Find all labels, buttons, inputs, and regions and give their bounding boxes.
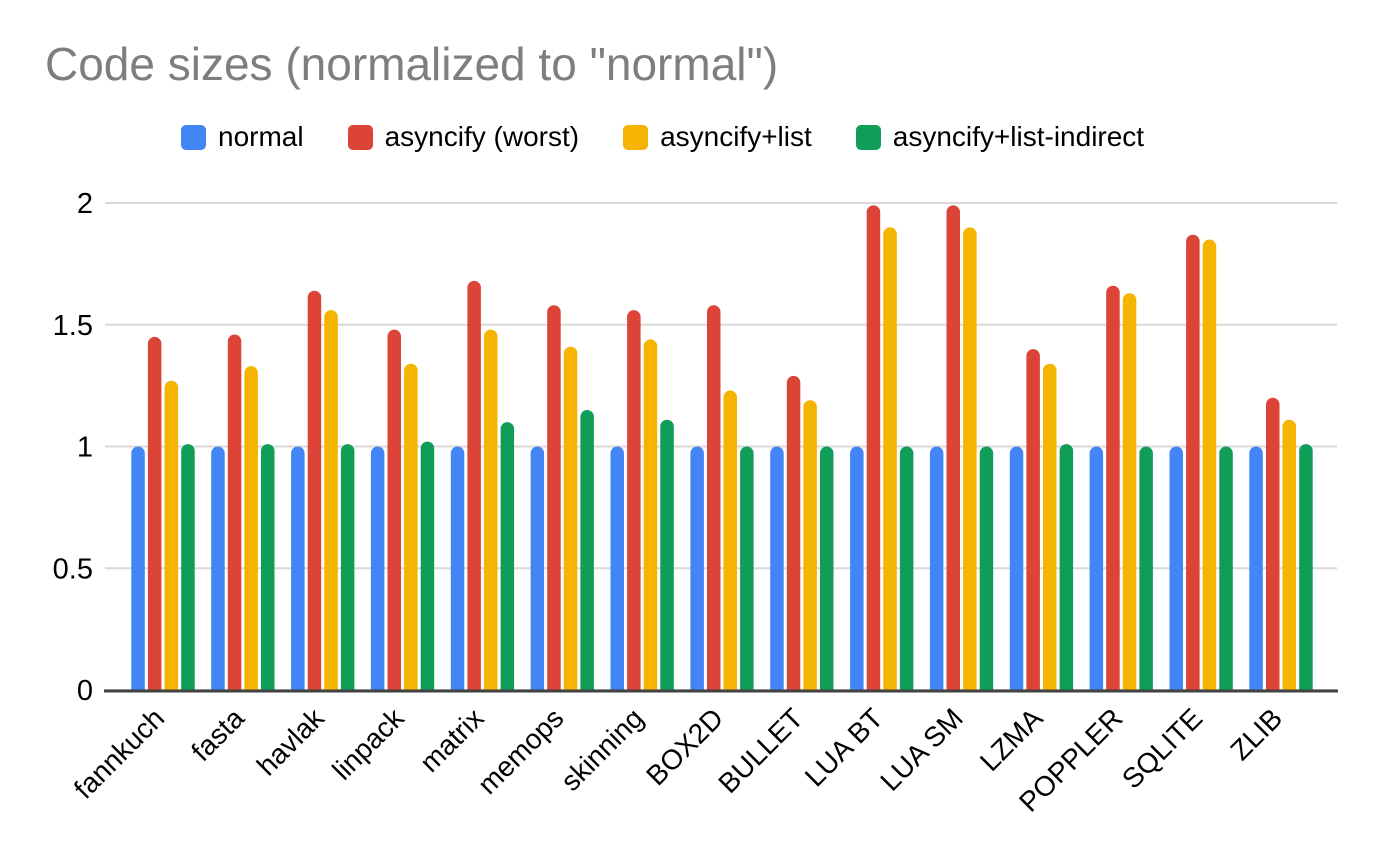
- bar: [1219, 446, 1233, 690]
- bar: [660, 419, 674, 690]
- bar: [227, 334, 242, 690]
- x-category-label: fasta: [185, 702, 250, 767]
- x-category-label: memops: [472, 702, 570, 800]
- bar: [131, 446, 145, 690]
- bar: [340, 444, 355, 690]
- x-category-label: havlak: [251, 702, 331, 782]
- bar: [1249, 446, 1263, 690]
- legend-swatch-icon: [855, 124, 881, 150]
- bar: [467, 280, 481, 690]
- bar: [1266, 397, 1280, 690]
- bar: [643, 339, 658, 690]
- bar: [1139, 446, 1153, 690]
- bar: [627, 310, 641, 690]
- bar: [946, 205, 960, 690]
- bar: [530, 446, 545, 690]
- bar: [899, 446, 914, 690]
- bar: [547, 305, 561, 690]
- x-category-label: LUA BT: [799, 702, 889, 792]
- bar: [963, 227, 977, 690]
- bar: [164, 380, 179, 690]
- bar: [1282, 419, 1296, 690]
- bar: [1169, 446, 1183, 690]
- bar: [1059, 444, 1074, 690]
- legend-label: asyncify (worst): [384, 121, 580, 152]
- bar: [1089, 446, 1104, 690]
- x-category-label: LUA SM: [874, 702, 969, 797]
- bar: [1026, 349, 1040, 690]
- legend: normal asyncify (worst) asyncify+list async…: [181, 123, 1188, 151]
- x-category-label: matrix: [414, 702, 490, 778]
- bar: [929, 446, 944, 690]
- bar: [803, 400, 817, 690]
- bar: [211, 446, 225, 690]
- y-tick-label: 0.5: [53, 553, 93, 585]
- bar: [420, 441, 435, 690]
- bar: [370, 446, 385, 690]
- x-category-label: LZMA: [974, 702, 1049, 777]
- y-tick-label: 2: [77, 188, 93, 220]
- legend-swatch-icon: [623, 124, 649, 150]
- bar: [244, 366, 258, 690]
- bar: [723, 390, 737, 690]
- legend-label: asyncify+list-indirect: [892, 121, 1145, 152]
- bar: [1106, 285, 1120, 690]
- bar: [563, 346, 578, 690]
- bar: [740, 446, 754, 690]
- x-category-label: fannkuch: [68, 702, 170, 804]
- legend-item: asyncify (worst): [347, 121, 580, 152]
- bar: [580, 410, 594, 690]
- x-category-label: SQLITE: [1116, 702, 1208, 794]
- bar: [450, 446, 465, 690]
- bar: [324, 310, 338, 690]
- y-tick-label: 1: [77, 432, 93, 464]
- legend-swatch-icon: [347, 124, 373, 150]
- bar: [820, 446, 834, 690]
- bar: [786, 375, 801, 690]
- bar: [387, 329, 401, 690]
- x-category-label: BULLET: [712, 702, 809, 799]
- bar: [690, 446, 704, 690]
- bar: [979, 446, 994, 690]
- bar: [307, 290, 322, 690]
- bar: [181, 444, 195, 690]
- bar: [1202, 239, 1217, 690]
- bar: [261, 444, 275, 690]
- x-category-label: linpack: [326, 702, 410, 786]
- bar: [770, 446, 784, 690]
- bars-group: [131, 205, 1313, 690]
- bar: [610, 446, 624, 690]
- legend-item: normal: [181, 123, 304, 151]
- bar: [883, 227, 897, 690]
- x-category-label: skinning: [555, 702, 650, 797]
- legend-label: asyncify+list: [660, 121, 812, 152]
- y-tick-label: 1.5: [53, 310, 93, 342]
- bar: [707, 305, 721, 690]
- bar: [484, 329, 498, 690]
- x-category-label: ZLIB: [1225, 702, 1289, 766]
- legend-swatch-icon: [181, 124, 206, 150]
- legend-item: asyncify+list: [623, 123, 812, 151]
- bar: [500, 422, 515, 690]
- bar: [850, 446, 864, 690]
- bar: [291, 446, 305, 690]
- bar: [147, 336, 162, 690]
- bar: [404, 363, 418, 690]
- chart-title: Code sizes (normalized to "normal"): [45, 38, 779, 90]
- bar: [1122, 293, 1137, 690]
- y-tick-label: 0: [77, 675, 93, 707]
- bar: [1299, 444, 1313, 690]
- bar: [1009, 446, 1024, 690]
- bar: [866, 205, 881, 690]
- bar: [1043, 363, 1057, 690]
- legend-item: asyncify+list-indirect: [855, 121, 1145, 152]
- bar: [1186, 234, 1200, 690]
- legend-label: normal: [218, 121, 304, 152]
